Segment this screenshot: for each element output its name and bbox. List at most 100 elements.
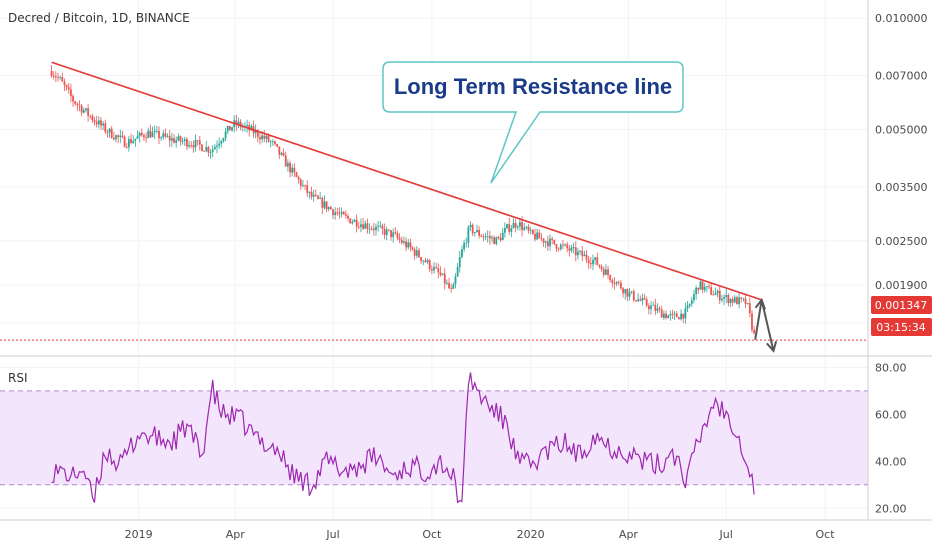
candle-body [729,298,732,304]
candle-body [480,235,483,237]
candle-body [731,298,734,303]
candle-body [372,228,375,231]
countdown-tag: 03:15:34 [871,318,932,336]
candle-body [304,185,306,186]
candle-body [231,127,233,131]
candle-body [263,135,266,139]
candle-body [280,152,283,155]
candle-body [469,224,472,228]
candle-body [461,249,463,258]
candle-body [635,300,637,302]
candle-body [701,281,704,290]
candle-body [523,227,526,230]
candle-body [598,264,601,267]
candle-body [630,291,633,293]
candle-body [493,237,496,244]
candle-body [613,283,616,284]
candle-body [604,269,607,275]
candle-body [297,176,300,180]
candle-body [516,226,519,228]
candle-body [738,297,740,305]
candle-body [276,143,279,147]
price-tick-label: 0.003500 [875,181,928,194]
candle-body [733,297,736,303]
rsi-label: RSI [8,371,28,385]
candle-body [117,135,120,138]
candle-body [559,244,562,250]
candle-body [134,138,137,141]
candle-body [149,130,152,138]
time-tick-label: 2019 [125,528,153,541]
candle-body [336,212,339,214]
candle-body [205,147,208,152]
candle-body [192,145,195,148]
candle-body [228,126,231,131]
candle-body [155,130,158,132]
candle-body [415,250,418,256]
candle-body [332,209,334,215]
candle-body [581,250,584,257]
candle-body [128,139,130,148]
candle-body [620,282,622,289]
candle-body [551,238,554,240]
candle-body [654,304,657,311]
time-tick-label: Apr [619,528,639,541]
candle-body [360,224,362,228]
candle-body [284,155,287,167]
candle-body [269,141,272,143]
candle-body [471,224,474,234]
candle-body [546,241,549,247]
rsi-tick-label: 20.00 [875,502,907,515]
candle-body [574,247,577,256]
candle-body [302,185,304,186]
candle-body [671,314,674,315]
candle-body [59,77,62,78]
candle-body [327,207,330,210]
candle-body [463,243,465,250]
candle-body [218,143,221,146]
candle-body [564,244,566,246]
candle-body [102,123,105,126]
candle-body [293,167,296,173]
candle-body [162,133,165,138]
candle-body [368,228,371,230]
candle-body [587,259,590,264]
candle-body [241,126,244,128]
candle-body [727,295,730,304]
candle-body [179,136,182,142]
candle-body [443,273,446,284]
candle-body [261,135,264,140]
candle-body [669,314,672,316]
candle-body [82,110,85,113]
candle-body [568,248,571,251]
candle-body [138,132,141,137]
candle-body [555,244,558,249]
candle-body [392,232,395,238]
candle-body [125,146,128,148]
candle-body [441,273,444,275]
price-tick-label: 0.007000 [875,69,928,82]
candle-body [753,329,756,334]
candle-body [476,229,478,233]
candle-body [403,241,405,243]
candle-body [310,191,313,197]
candle-body [418,250,420,258]
candle-body [400,239,403,243]
candle-body [74,101,77,104]
candle-body [239,121,242,128]
candle-body [173,138,175,143]
time-tick-label: Jul [719,528,733,541]
candle-body [501,232,504,241]
candle-body [744,298,747,304]
candle-body [267,135,270,142]
candle-body [660,309,663,318]
candle-body [688,303,691,306]
candle-body [531,229,534,234]
candle-body [740,297,743,299]
candle-body [512,222,515,229]
candle-body [282,152,285,156]
candle-body [349,218,352,224]
candle-body [201,144,203,151]
time-tick-label: Oct [422,528,442,541]
